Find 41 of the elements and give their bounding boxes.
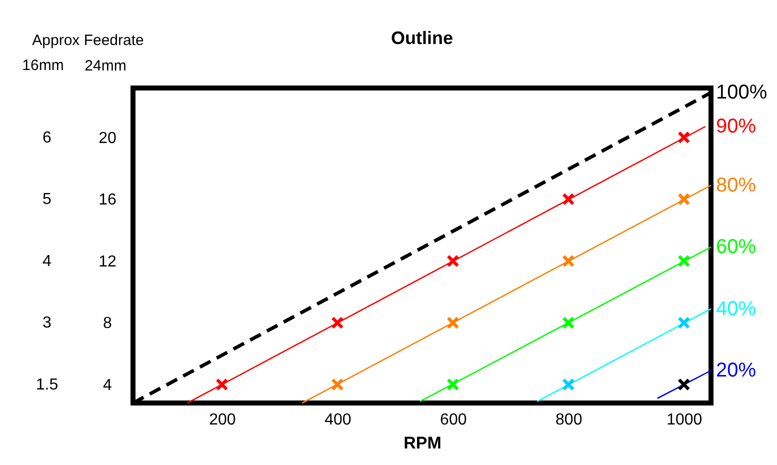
point [562,316,575,330]
point [678,254,690,268]
chart-title: Outline [391,28,453,48]
point [216,378,228,391]
point [331,316,344,330]
series-label: 100% [716,82,768,104]
point [678,378,690,391]
series-label: 60% [716,236,756,258]
y-tick-label: 4 [103,376,112,394]
text: 3 [42,314,52,332]
point [562,192,575,206]
point [562,378,575,391]
text: 1.5 [36,376,58,394]
point [446,254,460,268]
point [678,316,690,330]
text: 4 [42,252,52,270]
x-tick-label: 1000 [666,412,702,428]
point [331,378,344,391]
y-tick-label: 16 [98,192,116,209]
y-tick-label: 8 [103,315,112,332]
text: Approx Feedrate [32,32,144,49]
text: 5 [42,191,52,208]
point [678,192,690,206]
x-tick-label: 600 [440,412,467,428]
point [446,316,460,330]
point [678,131,690,144]
point [562,254,575,268]
x-axis-title: RPM [404,434,442,452]
x-tick-label: 800 [556,412,582,428]
series-label: 80% [716,174,756,196]
x-tick-label: 400 [324,412,352,428]
series-label: 40% [716,298,756,320]
series-label: 90% [716,116,756,138]
series-label: 20% [716,360,756,382]
y-tick-label: 12 [98,253,116,270]
text: 16mm [22,57,64,74]
point [446,378,460,391]
y-tick-label: 20 [98,130,116,147]
text: 6 [42,129,52,146]
y-axis-title: 24mm [84,58,126,74]
x-tick-label: 200 [209,412,236,428]
